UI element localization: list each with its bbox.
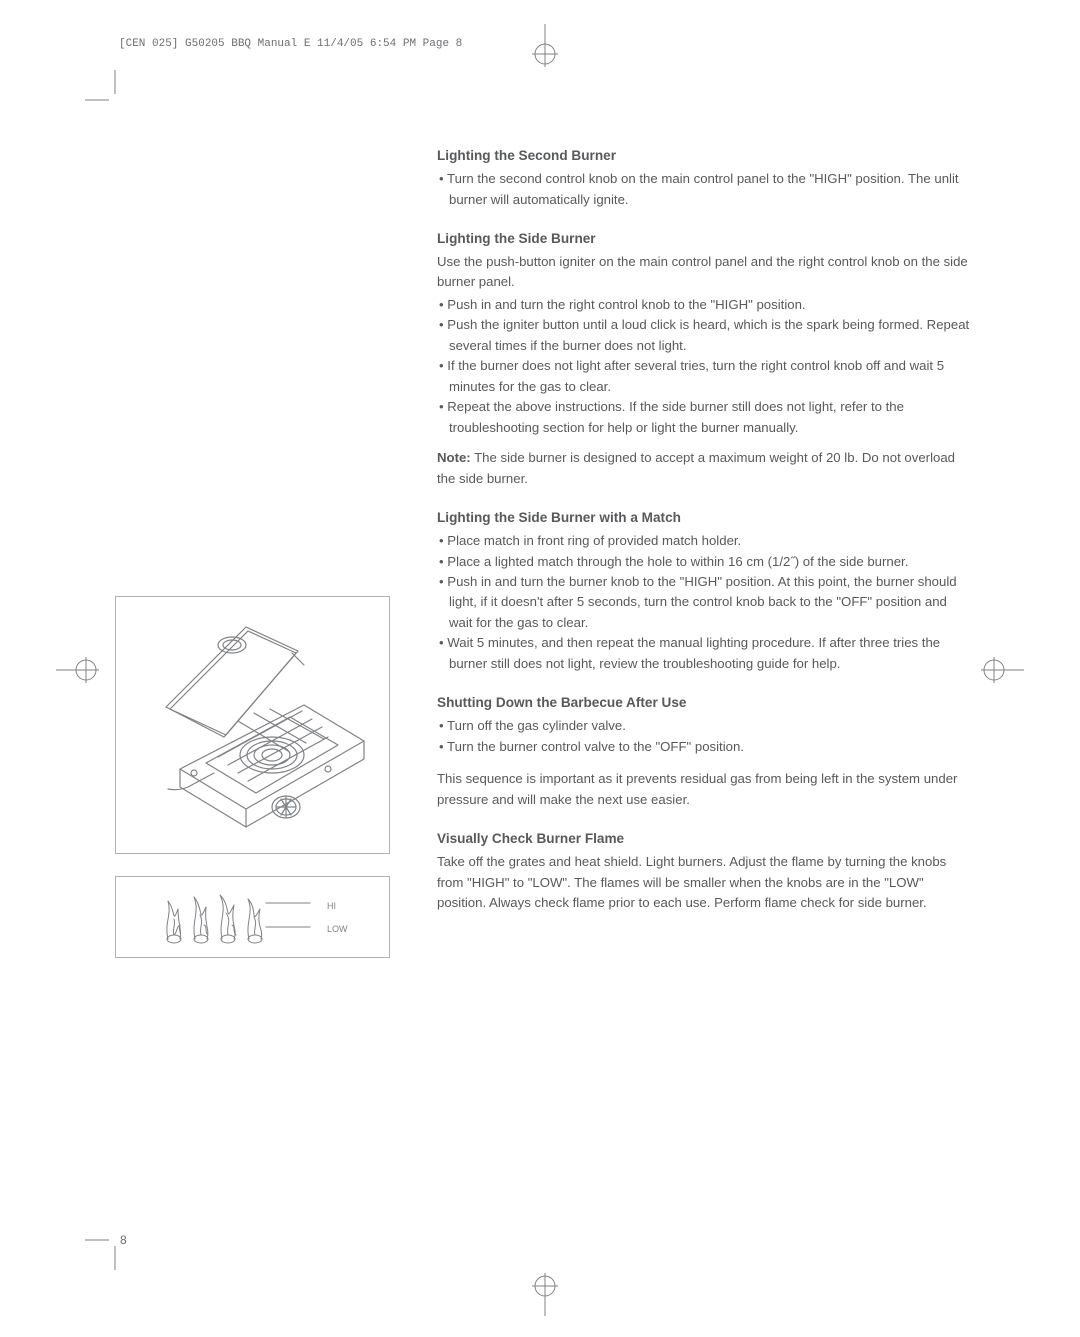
flame-label-hi: HI	[327, 901, 336, 911]
outro-shutdown: This sequence is important as it prevent…	[437, 769, 973, 810]
flame-label-low: LOW	[327, 924, 348, 934]
bullet: • Repeat the above instructions. If the …	[437, 397, 973, 438]
bullet: • Place a lighted match through the hole…	[437, 552, 973, 572]
figure-side-burner-diagram	[115, 596, 390, 854]
section-shutdown: Shutting Down the Barbecue After Use • T…	[437, 692, 973, 810]
bullet: • Push the igniter button until a loud c…	[437, 315, 973, 356]
section-flame-check: Visually Check Burner Flame Take off the…	[437, 828, 973, 913]
bullet: • Place match in front ring of provided …	[437, 531, 973, 551]
section-second-burner: Lighting the Second Burner • Turn the se…	[437, 145, 973, 210]
figure-flame-height: HI LOW	[115, 876, 390, 958]
section-side-burner: Lighting the Side Burner Use the push-bu…	[437, 228, 973, 489]
bullet: • Turn off the gas cylinder valve.	[437, 716, 973, 736]
page-number: 8	[120, 1233, 127, 1247]
heading-side-burner: Lighting the Side Burner	[437, 228, 973, 249]
section-match: Lighting the Side Burner with a Match • …	[437, 507, 973, 674]
body-flame-check: Take off the grates and heat shield. Lig…	[437, 852, 973, 913]
bullet: • If the burner does not light after sev…	[437, 356, 973, 397]
heading-match: Lighting the Side Burner with a Match	[437, 507, 973, 528]
note-side-burner: Note: The side burner is designed to acc…	[437, 448, 973, 489]
heading-shutdown: Shutting Down the Barbecue After Use	[437, 692, 973, 713]
intro-side-burner: Use the push-button igniter on the main …	[437, 252, 973, 293]
bullet: • Turn the burner control valve to the "…	[437, 737, 973, 757]
bullet: • Turn the second control knob on the ma…	[437, 169, 973, 210]
bullet: • Wait 5 minutes, and then repeat the ma…	[437, 633, 973, 674]
bullet: • Push in and turn the right control kno…	[437, 295, 973, 315]
heading-second-burner: Lighting the Second Burner	[437, 145, 973, 166]
bullet: • Push in and turn the burner knob to th…	[437, 572, 973, 633]
heading-flame-check: Visually Check Burner Flame	[437, 828, 973, 849]
